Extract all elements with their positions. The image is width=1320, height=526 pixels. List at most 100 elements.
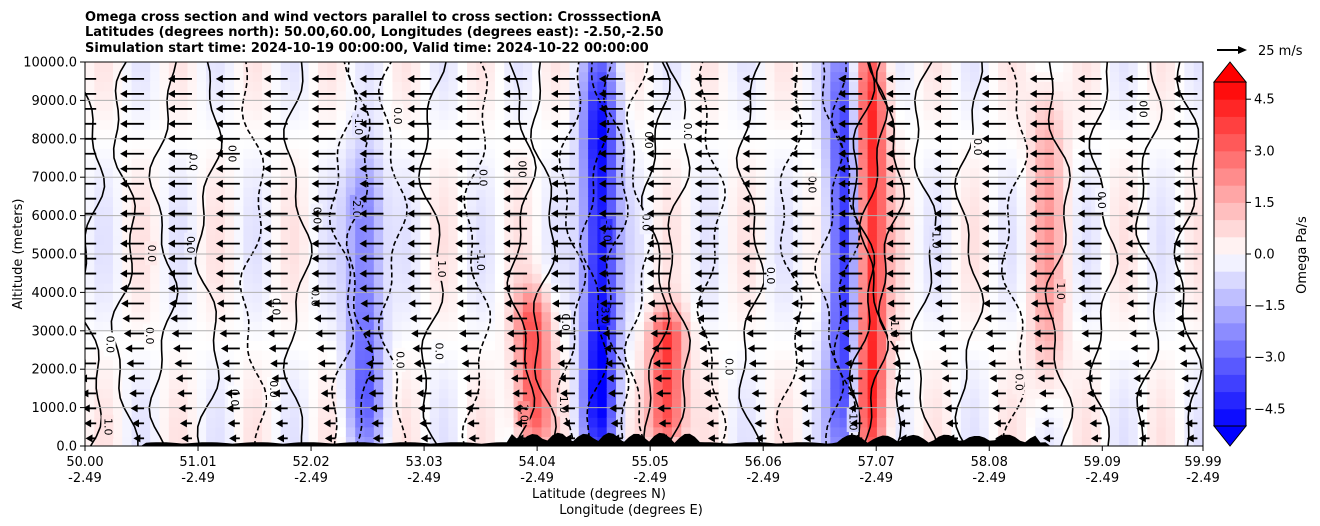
omega-cell <box>271 177 282 188</box>
omega-cell <box>876 302 887 313</box>
omega-cell <box>1109 81 1120 92</box>
omega-cell <box>355 177 366 188</box>
omega-cell <box>1063 350 1074 361</box>
omega-cell <box>178 426 189 437</box>
omega-cell <box>1072 110 1083 121</box>
contour-label-bg <box>763 263 776 288</box>
omega-cell <box>532 388 543 399</box>
wind-vector-head <box>129 389 137 398</box>
omega-cell <box>867 158 878 169</box>
omega-cell <box>970 234 980 245</box>
omega-cell <box>243 90 254 101</box>
omega-cell <box>122 177 133 188</box>
omega-cell <box>671 359 682 370</box>
omega-cell <box>94 62 105 73</box>
omega-cell <box>1081 206 1092 217</box>
omega-cell <box>1100 436 1111 446</box>
omega-cell <box>1119 417 1130 428</box>
omega-cell <box>662 263 673 274</box>
omega-cell <box>932 167 943 178</box>
omega-cell <box>1007 234 1018 245</box>
omega-cell <box>960 388 971 399</box>
omega-cell <box>979 378 990 389</box>
omega-cell <box>671 206 682 217</box>
omega-cell <box>970 81 980 92</box>
omega-cell <box>793 110 803 121</box>
omega-cell <box>355 138 366 149</box>
omega-cell <box>234 350 244 361</box>
omega-cell <box>970 359 980 370</box>
omega-cell <box>951 225 962 236</box>
omega-cell <box>1137 302 1148 313</box>
omega-cell <box>616 100 626 111</box>
omega-cell <box>867 138 878 149</box>
omega-cell <box>224 234 235 245</box>
omega-cell <box>783 282 794 293</box>
omega-cell <box>355 292 366 303</box>
omega-cell <box>485 350 496 361</box>
omega-cell <box>168 388 179 399</box>
omega-cell <box>550 369 561 380</box>
omega-cell <box>522 292 533 303</box>
omega-cell <box>727 311 738 322</box>
omega-cell <box>1053 378 1064 389</box>
omega-cell <box>532 292 543 303</box>
omega-cell <box>979 186 990 197</box>
omega-cell <box>867 398 878 409</box>
omega-cell <box>103 71 114 82</box>
omega-cell <box>718 234 729 245</box>
omega-cell <box>383 369 394 380</box>
omega-cell <box>1081 436 1092 446</box>
omega-cell <box>485 100 496 111</box>
omega-cell <box>681 398 692 409</box>
omega-cell <box>140 167 151 178</box>
omega-cell <box>1128 407 1139 418</box>
omega-cell <box>671 167 682 178</box>
omega-cell <box>494 417 505 428</box>
omega-cell <box>1147 378 1158 389</box>
omega-cell <box>94 407 105 418</box>
omega-cell <box>234 302 244 313</box>
omega-cell <box>448 177 459 188</box>
omega-cell <box>690 100 701 111</box>
omega-cell <box>383 398 394 409</box>
omega-cell <box>262 196 272 207</box>
omega-cell <box>1063 196 1074 207</box>
omega-cell <box>327 311 338 322</box>
omega-cell <box>923 292 934 303</box>
omega-cell <box>811 62 822 73</box>
omega-cell <box>616 263 626 274</box>
omega-cell <box>858 138 869 149</box>
contour-label-bg <box>145 241 158 266</box>
omega-cell <box>830 426 841 437</box>
omega-cell <box>597 206 608 217</box>
omega-cell <box>420 81 431 92</box>
omega-cell <box>876 254 887 265</box>
omega-cell <box>411 369 421 380</box>
omega-cell <box>1035 138 1046 149</box>
omega-cell <box>522 273 533 284</box>
omega-cell <box>998 177 1008 188</box>
omega-cell <box>625 177 636 188</box>
omega-cell <box>327 302 338 313</box>
omega-cell <box>699 398 710 409</box>
omega-cell <box>439 388 449 399</box>
omega-cell <box>793 378 803 389</box>
omega-cell <box>699 215 710 226</box>
omega-cell <box>625 158 636 169</box>
omega-cell <box>625 263 636 274</box>
omega-cell <box>774 407 785 418</box>
omega-cell <box>606 311 617 322</box>
omega-cell <box>1063 129 1074 140</box>
omega-cell <box>681 225 692 236</box>
omega-cell <box>150 282 161 293</box>
omega-cell <box>1119 436 1130 446</box>
omega-cell <box>681 71 692 82</box>
omega-cell <box>942 369 953 380</box>
omega-cell <box>1016 71 1027 82</box>
omega-cell <box>411 302 421 313</box>
omega-cell <box>1063 302 1074 313</box>
omega-cell <box>103 311 114 322</box>
omega-cell <box>140 378 151 389</box>
omega-cell <box>392 62 403 73</box>
